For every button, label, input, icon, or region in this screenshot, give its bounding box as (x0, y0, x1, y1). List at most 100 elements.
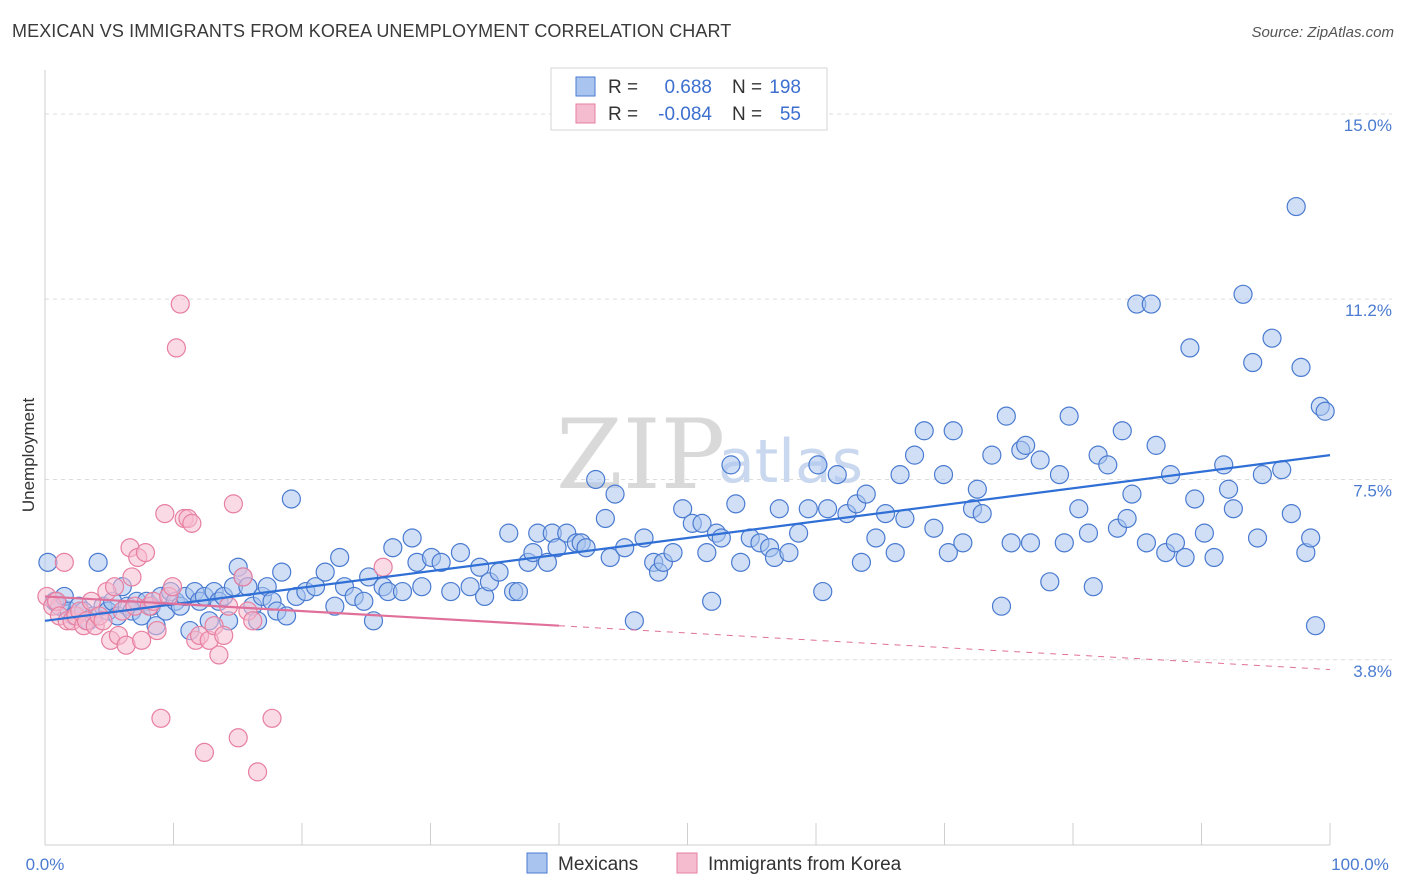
korea-point-47 (223, 494, 244, 514)
mexicans-point-155 (1069, 499, 1089, 519)
legend-r-label-2: R = (608, 104, 638, 125)
korea-point-25 (132, 630, 152, 650)
mexicans-point-179 (1233, 284, 1253, 304)
korea-point-52 (247, 762, 268, 782)
mexicans-point-151 (1040, 572, 1060, 592)
korea-point-45 (214, 625, 234, 646)
y-axis-label: Unemployment (19, 398, 38, 513)
mexicans-point-110 (726, 494, 746, 514)
y-tick-label-3: 15.0% (1344, 116, 1392, 135)
mexicans-point-108 (711, 528, 731, 548)
mexicans-point-165 (1136, 533, 1157, 553)
legend-r-label-1: R = (608, 77, 638, 98)
mexicans-point-154 (1059, 406, 1079, 426)
mexicans-point-77 (489, 562, 509, 582)
mexicans-point-78 (499, 523, 519, 543)
mexicans-point-192 (1315, 401, 1335, 421)
mexicans-point-186 (1286, 196, 1306, 217)
watermark-zip: ZIP (556, 399, 725, 511)
x-tick-labels: 0.0% 100.0% (26, 855, 1389, 874)
bottom-legend-korea: Immigrants from Korea (708, 854, 902, 875)
mexicans-point-183 (1262, 328, 1282, 348)
legend-r-value-1: 0.688 (664, 77, 712, 98)
mexicans-point-131 (890, 465, 910, 485)
source-label: Source: ZipAtlas.com (1251, 24, 1394, 41)
mexicans-point-64 (383, 538, 403, 558)
mexicans-point-118 (789, 523, 809, 543)
mexicans-point-184 (1272, 460, 1292, 480)
axes (44, 70, 1331, 846)
mexicans-point-74 (470, 557, 490, 577)
y-tick-labels: 3.8% 7.5% 11.2% 15.0% (1344, 116, 1392, 681)
mexicans-point-152 (1049, 465, 1070, 485)
x-tick-label-0: 0.0% (26, 855, 65, 874)
mexicans-point-177 (1218, 479, 1239, 499)
bottom-legend-swatch-korea (676, 852, 698, 874)
trend-lines (44, 454, 1331, 671)
korea-point-44 (209, 645, 229, 665)
trend-line-korea (44, 595, 560, 627)
mexicans-point-92 (595, 508, 615, 529)
legend-box: R = 0.688 N = 198 R = -0.084 N = 55 (550, 67, 828, 131)
mexicans-point-73 (460, 577, 480, 597)
mexicans-point-10 (88, 552, 108, 572)
mexicans-point-187 (1291, 357, 1311, 378)
mexicans-point-143 (982, 445, 1002, 465)
mexicans-point-71 (441, 581, 461, 602)
legend-swatch-blue (575, 76, 596, 97)
mexicans-point-65 (392, 581, 413, 602)
mexicans-point-141 (967, 479, 987, 499)
mexicans-point-72 (450, 542, 471, 563)
legend-n-label-1: N = (732, 77, 762, 98)
korea-point-22 (122, 567, 142, 587)
mexicans-point-162 (1117, 508, 1137, 529)
mexicans-point-101 (663, 542, 683, 563)
mexicans-point-119 (798, 499, 818, 519)
mexicans-point-127 (856, 484, 876, 504)
bottom-legend-swatch-mexicans (526, 852, 548, 874)
mexicans-point-137 (938, 542, 958, 563)
mexicans-point-148 (1016, 435, 1036, 455)
mexicans-point-159 (1098, 455, 1118, 475)
watermark-atlas: atlas (718, 427, 863, 497)
korea-point-14 (93, 611, 113, 631)
mexicans-point-156 (1078, 523, 1099, 543)
trend-line-korea-extension (558, 625, 1331, 671)
mexicans-point-181 (1247, 528, 1268, 548)
mexicans-point-172 (1180, 338, 1200, 358)
watermark: ZIP atlas (556, 399, 863, 511)
mexicans-point-138 (943, 421, 963, 441)
y-tick-label-0: 3.8% (1353, 662, 1392, 681)
mexicans-point-80 (508, 581, 529, 602)
mexicans-point-161 (1112, 421, 1132, 441)
korea-point-33 (162, 577, 183, 597)
mexicans-point-90 (576, 538, 596, 558)
korea-point-41 (194, 742, 215, 763)
mexicans-point-120 (808, 455, 828, 475)
mexicans-point-175 (1204, 547, 1224, 568)
mexicans-point-111 (731, 552, 751, 572)
mexicans-point-104 (692, 513, 712, 533)
mexicans-point-0 (38, 552, 58, 572)
mexicans-point-86 (547, 538, 567, 558)
korea-point-29 (147, 620, 167, 641)
mexicans-point-149 (1020, 533, 1041, 553)
korea-point-48 (228, 728, 248, 748)
korea-point-53 (262, 708, 282, 728)
korea-point-26 (135, 542, 156, 563)
mexicans-point-48 (272, 562, 292, 582)
mexicans-point-128 (866, 528, 886, 548)
legend-n-value-2: 55 (780, 104, 801, 125)
mexicans-point-116 (769, 499, 789, 519)
legend-swatch-pink (575, 103, 596, 124)
mexicans-point-135 (924, 518, 944, 538)
mexicans-point-117 (779, 542, 799, 563)
mexicans-point-174 (1194, 523, 1214, 543)
mexicans-point-144 (991, 596, 1012, 616)
legend-n-value-1: 198 (769, 77, 801, 98)
mexicans-point-50 (281, 489, 301, 509)
mexicans-point-146 (1001, 533, 1021, 553)
mexicans-point-133 (904, 445, 925, 465)
korea-point-54 (373, 557, 393, 577)
mexicans-point-59 (354, 591, 374, 611)
